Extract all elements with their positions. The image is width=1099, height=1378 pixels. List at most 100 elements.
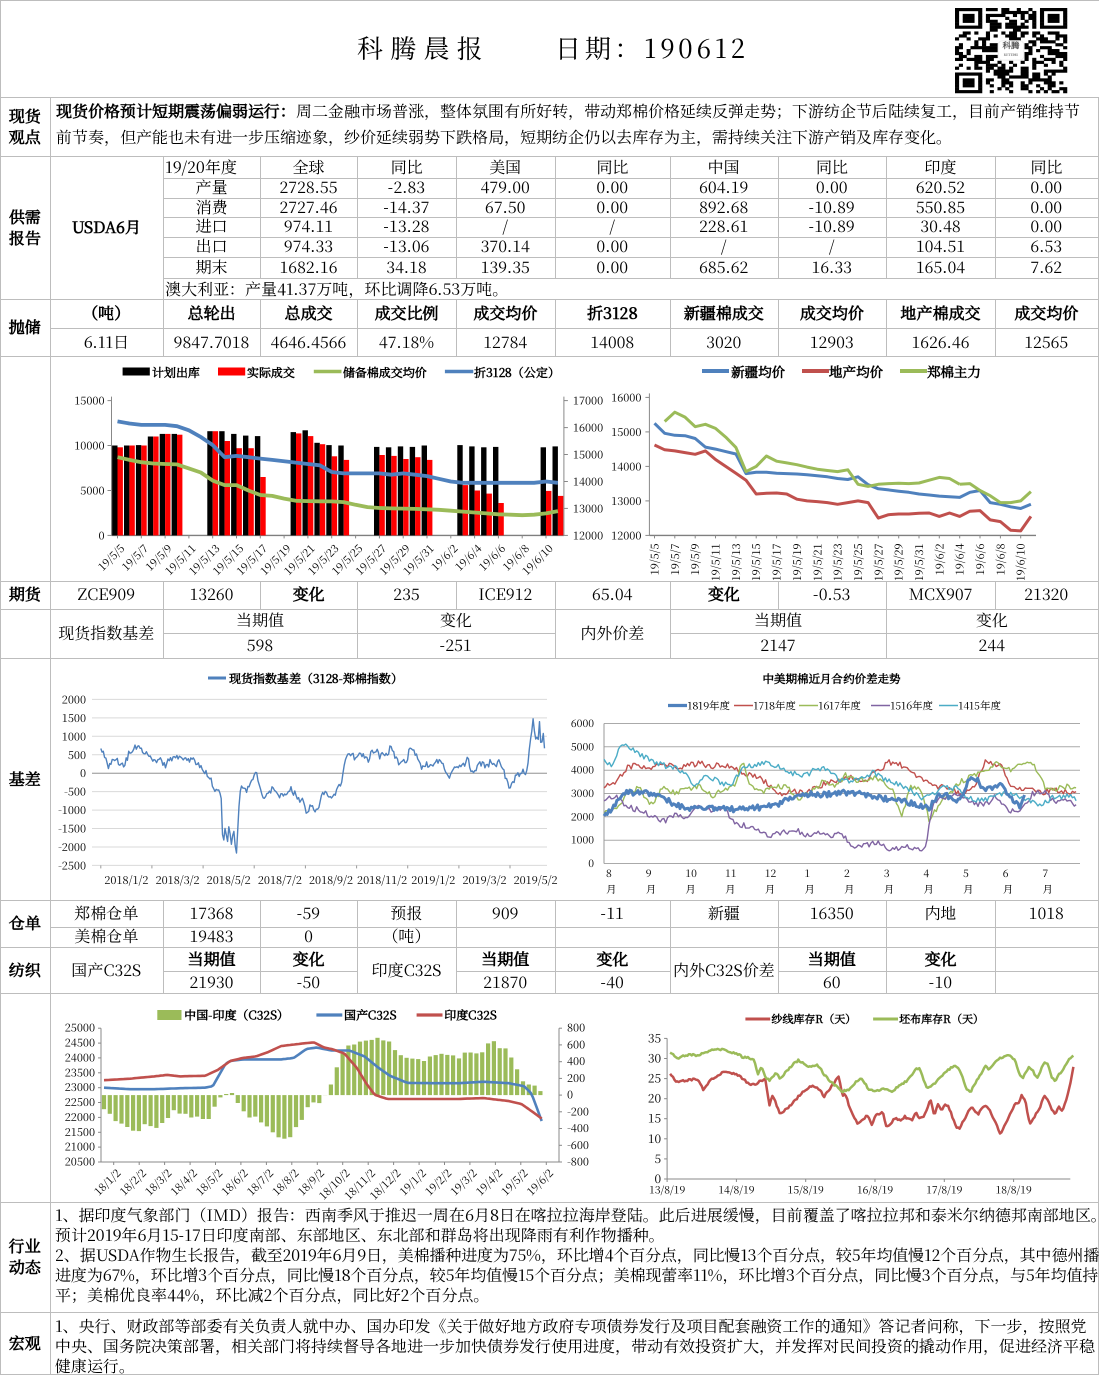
svg-text:1516年度: 1516年度: [891, 699, 934, 714]
svg-text:-200: -200: [567, 1103, 589, 1119]
svg-text:10: 10: [685, 866, 697, 881]
svg-text:-1000: -1000: [58, 802, 86, 818]
svg-text:-1500: -1500: [58, 821, 86, 837]
svg-text:14000: 14000: [573, 474, 603, 490]
svg-text:5000: 5000: [80, 483, 104, 499]
svg-text:2000: 2000: [62, 691, 86, 707]
svg-text:9: 9: [646, 866, 652, 881]
svg-text:19/6/2: 19/6/2: [523, 1165, 557, 1199]
svg-text:10000: 10000: [74, 438, 104, 454]
svg-text:21500: 21500: [65, 1124, 95, 1140]
svg-text:2018/5/2: 2018/5/2: [207, 872, 251, 888]
svg-text:19/4/2: 19/4/2: [472, 1165, 506, 1199]
svg-text:19/6/6: 19/6/6: [972, 543, 988, 575]
svg-text:2018/7/2: 2018/7/2: [258, 872, 302, 888]
svg-text:1000: 1000: [571, 833, 594, 848]
svg-text:3: 3: [884, 866, 890, 881]
svg-text:19/5/5: 19/5/5: [647, 543, 663, 575]
svg-text:月: 月: [844, 882, 855, 897]
svg-text:16000: 16000: [611, 389, 641, 405]
svg-text:13/8/19: 13/8/19: [649, 1183, 685, 1198]
svg-text:600: 600: [567, 1036, 585, 1052]
svg-text:12000: 12000: [573, 527, 603, 543]
svg-text:18/5/2: 18/5/2: [192, 1165, 226, 1199]
svg-text:月: 月: [1003, 882, 1014, 897]
svg-text:19/6/8: 19/6/8: [992, 543, 1008, 575]
svg-text:19/5/15: 19/5/15: [748, 543, 764, 580]
svg-text:15: 15: [648, 1110, 661, 1127]
svg-text:6000: 6000: [571, 716, 594, 731]
svg-text:2019/1/2: 2019/1/2: [411, 872, 455, 888]
svg-text:月: 月: [725, 882, 736, 897]
svg-text:2018/9/2: 2018/9/2: [309, 872, 353, 888]
svg-text:地产均价: 地产均价: [828, 361, 883, 381]
svg-text:18/2/2: 18/2/2: [116, 1165, 150, 1199]
svg-text:3000: 3000: [571, 786, 594, 801]
svg-text:2000: 2000: [571, 809, 594, 824]
svg-text:35: 35: [648, 1029, 661, 1046]
svg-text:0: 0: [567, 1087, 573, 1103]
svg-text:8: 8: [606, 866, 612, 881]
svg-text:19/5/23: 19/5/23: [830, 543, 846, 580]
svg-text:11: 11: [725, 866, 737, 881]
svg-text:郑棉主力: 郑棉主力: [926, 361, 981, 381]
svg-text:1: 1: [804, 866, 810, 881]
svg-text:国产C32S: 国产C32S: [344, 1007, 397, 1024]
svg-text:月: 月: [685, 882, 696, 897]
svg-text:2018/11/2: 2018/11/2: [357, 872, 407, 888]
svg-text:25000: 25000: [65, 1020, 95, 1036]
svg-text:24500: 24500: [65, 1035, 95, 1051]
svg-text:19/5/29: 19/5/29: [891, 543, 907, 580]
svg-text:中国-印度（C32S）: 中国-印度（C32S）: [184, 1007, 288, 1024]
svg-text:30: 30: [648, 1050, 662, 1067]
svg-text:19/6/10: 19/6/10: [1013, 543, 1029, 580]
svg-text:12000: 12000: [611, 527, 641, 543]
svg-text:19/1/2: 19/1/2: [396, 1165, 430, 1199]
svg-text:21000: 21000: [65, 1139, 95, 1155]
svg-text:7: 7: [1042, 866, 1048, 881]
svg-text:-800: -800: [567, 1154, 589, 1170]
svg-text:19/5/25: 19/5/25: [850, 543, 866, 580]
svg-text:17/8/19: 17/8/19: [926, 1183, 962, 1198]
svg-text:-400: -400: [567, 1120, 589, 1136]
svg-text:19/5/2: 19/5/2: [497, 1165, 531, 1199]
svg-text:储备棉成交均价: 储备棉成交均价: [343, 364, 427, 381]
svg-text:17000: 17000: [573, 393, 603, 409]
svg-text:16000: 16000: [573, 420, 603, 436]
svg-text:0: 0: [98, 527, 104, 543]
svg-text:新疆均价: 新疆均价: [730, 361, 785, 381]
svg-text:19/5/31: 19/5/31: [911, 543, 927, 580]
svg-text:月: 月: [804, 882, 815, 897]
svg-text:19/5/21: 19/5/21: [809, 543, 825, 580]
svg-text:19/2/2: 19/2/2: [421, 1165, 455, 1199]
svg-text:19/5/19: 19/5/19: [789, 543, 805, 580]
svg-text:24000: 24000: [65, 1049, 95, 1065]
svg-text:20: 20: [648, 1090, 662, 1107]
svg-text:2019/5/2: 2019/5/2: [514, 872, 558, 888]
svg-text:0: 0: [80, 765, 86, 781]
svg-text:折3128（公定）: 折3128（公定）: [473, 364, 560, 381]
svg-text:19/5/9: 19/5/9: [687, 543, 703, 575]
svg-text:18/3/2: 18/3/2: [141, 1165, 175, 1199]
svg-text:23000: 23000: [65, 1079, 95, 1095]
svg-text:印度C32S: 印度C32S: [444, 1007, 497, 1024]
svg-text:5000: 5000: [571, 739, 594, 754]
svg-text:19/5/11: 19/5/11: [708, 543, 724, 580]
svg-text:计划出库: 计划出库: [151, 364, 201, 381]
svg-text:200: 200: [567, 1070, 585, 1086]
svg-text:月: 月: [646, 882, 657, 897]
svg-text:1617年度: 1617年度: [819, 699, 862, 714]
svg-text:6: 6: [1003, 866, 1009, 881]
svg-text:1500: 1500: [62, 710, 86, 726]
svg-text:科腾: 科腾: [1002, 40, 1020, 52]
svg-text:19/5/27: 19/5/27: [870, 543, 886, 580]
svg-text:400: 400: [567, 1053, 585, 1069]
svg-text:5: 5: [963, 866, 969, 881]
svg-text:2019/3/2: 2019/3/2: [462, 872, 506, 888]
svg-text:纱线库存R（天）: 纱线库存R（天）: [771, 1011, 856, 1027]
svg-text:22000: 22000: [65, 1109, 95, 1125]
svg-text:12: 12: [765, 866, 777, 881]
svg-text:18/4/2: 18/4/2: [167, 1165, 201, 1199]
svg-text:15000: 15000: [74, 393, 104, 409]
svg-text:5: 5: [654, 1150, 661, 1167]
